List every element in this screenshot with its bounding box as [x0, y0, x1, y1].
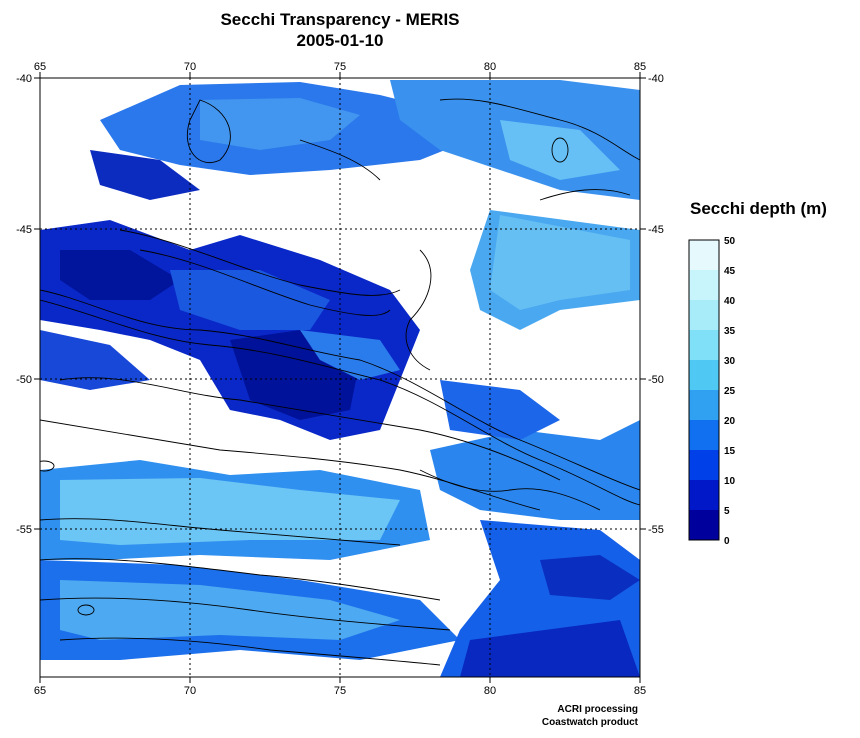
legend-title: Secchi depth (m) — [690, 199, 827, 218]
legend-swatch — [689, 330, 719, 360]
lat-tick-right-50: -50 — [648, 374, 664, 386]
legend-tick-label: 20 — [724, 416, 736, 427]
satellite-field — [40, 78, 640, 677]
lat-tick-right-55: -55 — [648, 524, 664, 536]
lat-tick-left-55: -55 — [16, 524, 32, 536]
legend-tick-label: 40 — [724, 296, 736, 307]
legend-tick-label: 50 — [724, 236, 736, 247]
map-title: Secchi Transparency - MERIS — [220, 10, 460, 29]
lat-tick-right-40: -40 — [648, 73, 664, 85]
lon-tick-top-65: 65 — [34, 61, 46, 73]
lat-tick-left-50: -50 — [16, 374, 32, 386]
credit-processing: ACRI processing — [557, 704, 638, 715]
legend-tick-label: 45 — [724, 266, 736, 277]
lon-tick-top-80: 80 — [484, 61, 496, 73]
legend-tick-label: 15 — [724, 446, 736, 457]
legend-tick-label: 0 — [724, 536, 730, 547]
legend-swatch — [689, 360, 719, 390]
color-legend: 0 5 10 15 20 25 30 35 40 45 50 — [688, 236, 736, 547]
legend-tick-label: 35 — [724, 326, 736, 337]
legend-swatch — [689, 450, 719, 480]
lon-tick-bottom-65: 65 — [34, 685, 46, 697]
credit-product: Coastwatch product — [541, 717, 638, 728]
lon-tick-top-75: 75 — [334, 61, 346, 73]
legend-tick-label: 25 — [724, 386, 736, 397]
bathymetry-contours — [40, 98, 640, 666]
lon-tick-bottom-80: 80 — [484, 685, 496, 697]
graticule — [40, 78, 640, 677]
lon-tick-bottom-85: 85 — [634, 685, 646, 697]
legend-swatch — [689, 510, 719, 540]
map-date: 2005-01-10 — [296, 31, 384, 50]
lon-tick-top-70: 70 — [184, 61, 196, 73]
legend-tick-label: 30 — [724, 356, 736, 367]
lat-tick-left-45: -45 — [16, 224, 32, 236]
legend-tick-label: 10 — [724, 476, 736, 487]
lat-tick-right-45: -45 — [648, 224, 664, 236]
lon-tick-bottom-70: 70 — [184, 685, 196, 697]
legend-swatch — [689, 480, 719, 510]
lat-tick-left-40: -40 — [16, 73, 32, 85]
legend-tick-label: 5 — [724, 506, 730, 517]
legend-frame — [688, 239, 720, 541]
legend-swatch — [689, 390, 719, 420]
legend-swatch — [689, 420, 719, 450]
legend-swatch — [689, 240, 719, 270]
legend-swatch — [689, 300, 719, 330]
lon-tick-bottom-75: 75 — [334, 685, 346, 697]
lon-tick-top-85: 85 — [634, 61, 646, 73]
legend-swatch — [689, 270, 719, 300]
